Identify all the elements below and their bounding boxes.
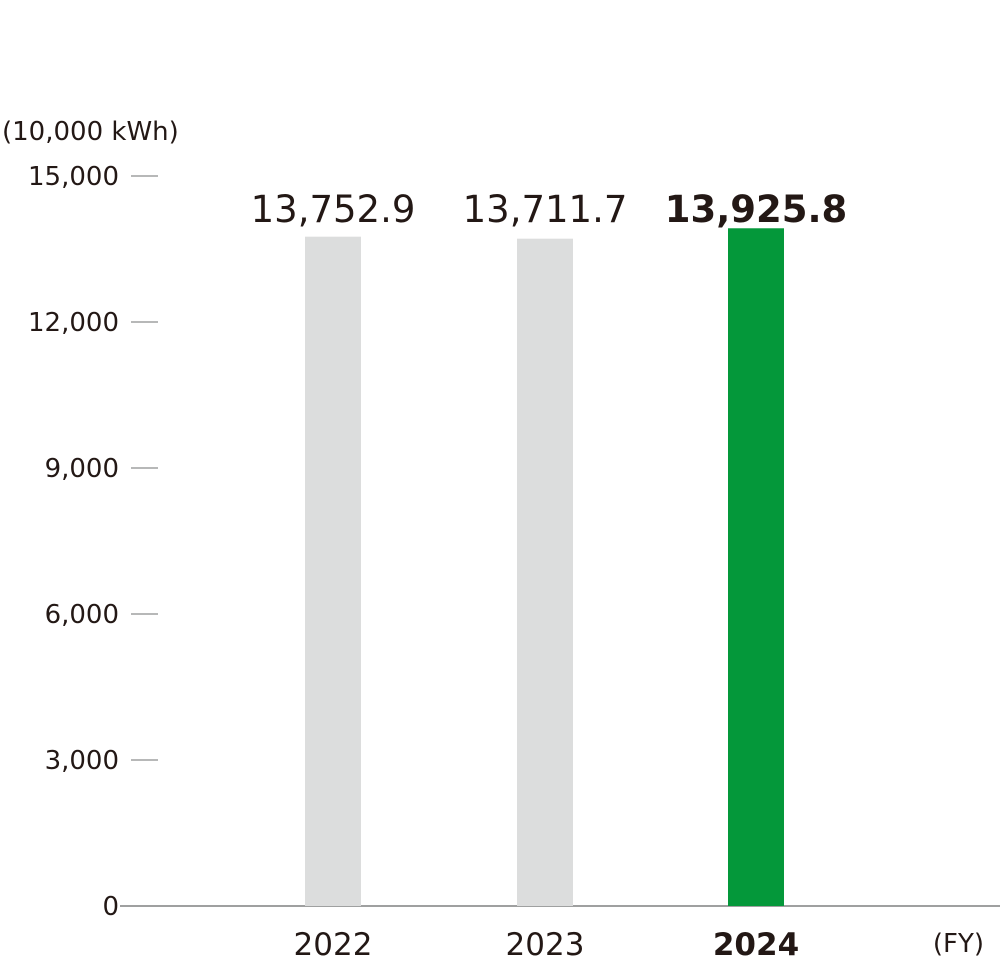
- bar-2024: [728, 228, 784, 907]
- x-tick-label-2022: 2022: [294, 927, 373, 963]
- y-tick-label: 3,000: [45, 746, 119, 776]
- x-tick-label-2024: 2024: [713, 927, 799, 963]
- x-axis-labels: 2022 2023 2024: [294, 927, 800, 963]
- y-tick-label: 9,000: [45, 454, 119, 484]
- bars: 13,752.9 13,711.7 13,925.8: [251, 188, 848, 907]
- y-axis: 0 3,000 6,000 9,000 12,000 15,000: [28, 162, 158, 922]
- y-tick-label: 6,000: [45, 600, 119, 630]
- bar-2023: [517, 238, 573, 906]
- x-axis-unit-label: (FY): [933, 929, 984, 959]
- y-axis-unit-label: (10,000 kWh): [2, 117, 179, 147]
- y-tick-label: 12,000: [28, 308, 119, 338]
- bar-2022: [305, 236, 361, 906]
- data-label-2022: 13,752.9: [251, 188, 416, 231]
- data-label-2024: 13,925.8: [665, 188, 848, 231]
- data-label-2023: 13,711.7: [463, 188, 628, 231]
- y-tick-label: 15,000: [28, 162, 119, 192]
- y-tick-label: 0: [102, 892, 119, 922]
- x-tick-label-2023: 2023: [506, 927, 585, 963]
